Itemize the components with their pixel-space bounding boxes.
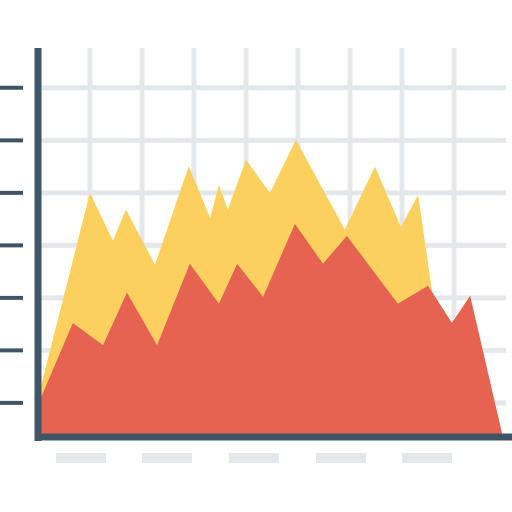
- x-placeholders: [56, 453, 452, 463]
- x-label-placeholder: [316, 453, 366, 463]
- plot-area: [40, 139, 503, 437]
- x-label-placeholder: [229, 453, 279, 463]
- y-ticks: [0, 85, 23, 405]
- x-label-placeholder: [56, 453, 106, 463]
- area: [40, 223, 503, 437]
- axes: [34, 48, 512, 441]
- x-label-placeholder: [402, 453, 452, 463]
- x-label-placeholder: [142, 453, 192, 463]
